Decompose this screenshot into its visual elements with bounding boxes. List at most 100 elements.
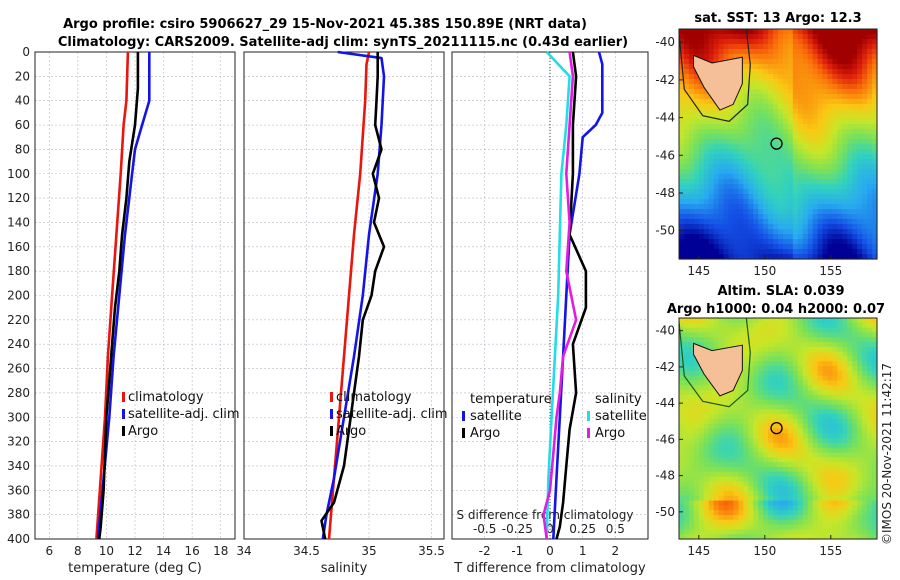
map-cell	[847, 194, 853, 200]
map-cell	[872, 194, 878, 200]
map-cell	[753, 471, 759, 478]
map-cell	[773, 404, 779, 410]
map-cell	[802, 129, 809, 135]
map-cell	[708, 322, 715, 329]
map-cell	[872, 109, 878, 115]
map-cell	[797, 428, 804, 434]
map-cell	[787, 438, 794, 444]
map-cell	[768, 342, 774, 348]
y-tick-label: -42	[655, 360, 675, 374]
map-cell	[748, 447, 754, 454]
map-cell	[758, 249, 764, 255]
map-cell	[748, 337, 754, 343]
map-cell	[827, 144, 834, 150]
map-cell	[807, 466, 814, 473]
map-cell	[698, 318, 705, 324]
map-cell	[773, 370, 779, 377]
argo-location-marker	[770, 137, 783, 150]
map-cell	[782, 154, 789, 160]
map-cell	[698, 94, 705, 100]
map-cell	[857, 332, 863, 338]
map-cell	[797, 119, 804, 125]
map-cell	[857, 375, 863, 382]
map-cell	[688, 466, 695, 473]
map-cell	[822, 495, 829, 502]
map-cell	[723, 342, 730, 348]
map-cell	[857, 529, 863, 535]
map-cell	[753, 337, 759, 343]
map-cell	[713, 447, 720, 454]
argo-location-marker	[770, 421, 783, 435]
map-cell	[872, 199, 878, 205]
map-cell	[763, 332, 769, 338]
map-cell	[862, 327, 868, 334]
map-cell	[758, 49, 764, 55]
map-cell	[867, 64, 873, 70]
map-cell	[733, 114, 739, 120]
map-cell	[748, 481, 754, 487]
map-cell	[792, 154, 799, 160]
map-cell	[768, 366, 774, 372]
map-cell	[763, 380, 769, 386]
map-cell	[679, 159, 685, 165]
map-cell	[718, 529, 725, 535]
map-cell	[688, 94, 695, 100]
map-cell	[753, 249, 759, 255]
map-cell	[698, 224, 705, 230]
map-cell	[718, 119, 725, 125]
map-cell	[832, 74, 838, 80]
map-cell	[787, 244, 794, 250]
map-cell	[817, 249, 824, 255]
map-cell	[768, 327, 774, 334]
map-cell	[792, 104, 799, 110]
map-cell	[748, 457, 754, 463]
x-tick-label: 16	[185, 544, 200, 558]
map-cell	[723, 322, 730, 329]
map-cell	[713, 194, 720, 200]
map-cell	[817, 452, 824, 458]
map-cell	[847, 337, 853, 343]
map-cell	[758, 337, 764, 343]
map-cell	[738, 134, 744, 140]
map-cell	[763, 414, 769, 420]
map-cell	[867, 342, 873, 348]
map-cell	[688, 471, 695, 478]
map-cell	[832, 390, 838, 396]
map-cell	[792, 399, 799, 406]
map-cell	[867, 219, 873, 225]
map-cell	[748, 394, 754, 401]
map-cell	[743, 59, 749, 65]
map-cell	[847, 428, 853, 434]
map-cell	[773, 104, 779, 110]
map-cell	[872, 249, 878, 255]
map-cell	[713, 394, 720, 401]
map-cell	[807, 409, 814, 415]
map-cell	[753, 366, 759, 372]
map-cell	[802, 452, 809, 458]
map-cell	[792, 409, 799, 415]
map-cell	[733, 457, 739, 463]
map-cell	[802, 184, 809, 190]
map-cell	[718, 49, 725, 55]
map-cell	[827, 179, 834, 185]
map-cell	[782, 29, 789, 35]
map-cell	[758, 409, 764, 415]
legend-label: Argo	[470, 426, 500, 441]
map-cell	[773, 356, 779, 362]
map-cell	[708, 390, 715, 396]
map-cell	[773, 254, 779, 260]
map-cell	[787, 457, 794, 463]
map-cell	[782, 495, 789, 502]
map-cell	[787, 442, 794, 449]
map-cell	[743, 139, 749, 145]
map-cell	[867, 29, 873, 35]
map-cell	[847, 514, 853, 521]
map-cell	[718, 447, 725, 454]
map-cell	[728, 476, 735, 482]
map-cell	[738, 390, 744, 396]
map-cell	[842, 59, 848, 65]
map-cell	[738, 149, 744, 155]
map-cell	[693, 524, 700, 530]
map-cell	[787, 94, 794, 100]
map-cell	[847, 169, 853, 175]
